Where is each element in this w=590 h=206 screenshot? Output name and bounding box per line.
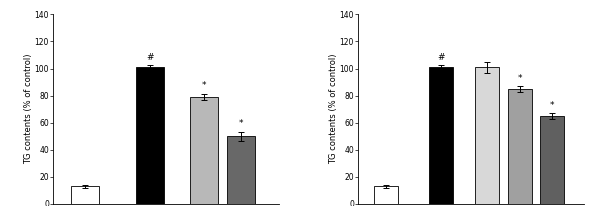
Bar [429, 67, 453, 204]
Bar [540, 116, 564, 204]
Bar [227, 136, 255, 204]
Bar [507, 89, 532, 204]
Bar [136, 67, 164, 204]
Text: *: * [202, 81, 206, 90]
Bar [374, 186, 398, 204]
Text: #: # [146, 53, 153, 62]
Text: *: * [239, 119, 244, 128]
Bar [476, 67, 499, 204]
Y-axis label: TG contents (% of control): TG contents (% of control) [24, 54, 33, 164]
Text: *: * [549, 101, 554, 110]
Bar [71, 186, 99, 204]
Text: *: * [517, 74, 522, 83]
Y-axis label: TG contents (% of control): TG contents (% of control) [329, 54, 338, 164]
Text: #: # [437, 53, 445, 62]
Bar [190, 97, 218, 204]
